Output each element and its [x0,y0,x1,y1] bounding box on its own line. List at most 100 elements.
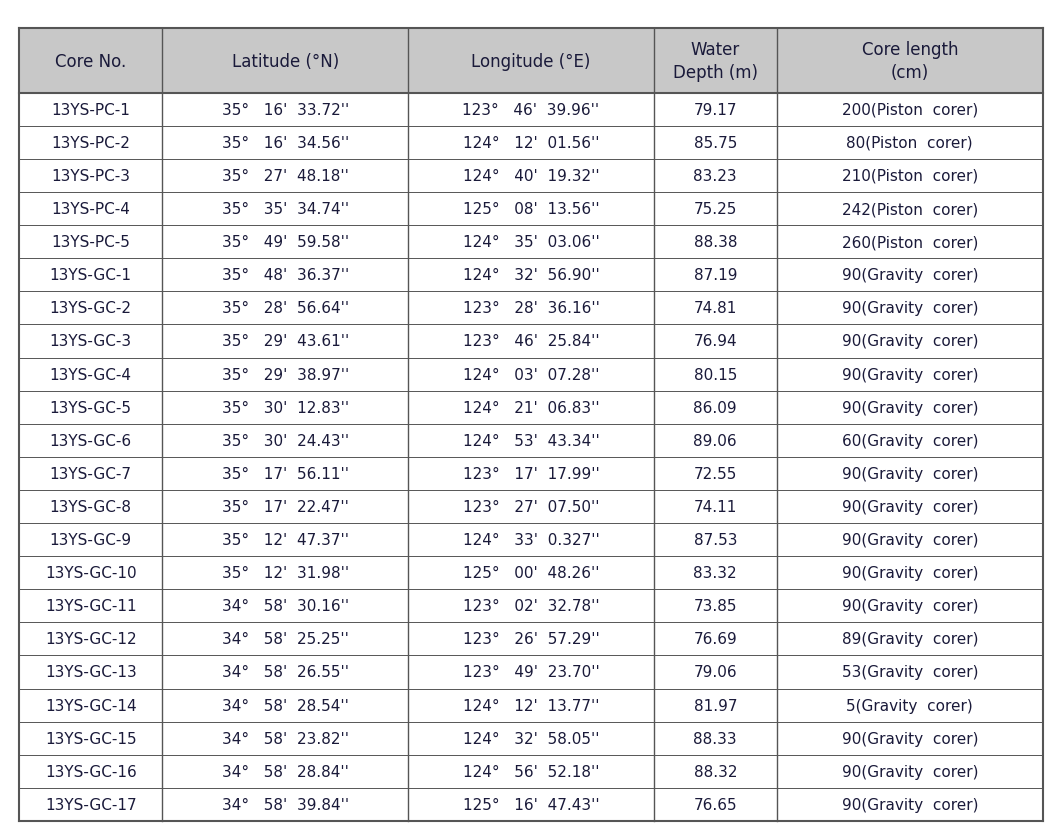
Text: 90(Gravity  corer): 90(Gravity corer) [841,797,978,812]
Text: 13YS-GC-14: 13YS-GC-14 [45,698,137,713]
Text: 90(Gravity  corer): 90(Gravity corer) [841,599,978,614]
Text: 123°   02'  32.78'': 123° 02' 32.78'' [463,599,599,614]
Text: 13YS-GC-12: 13YS-GC-12 [45,632,137,646]
Text: 13YS-PC-3: 13YS-PC-3 [51,169,131,184]
Text: 35°   17'  56.11'': 35° 17' 56.11'' [222,466,348,482]
Text: 124°   21'  06.83'': 124° 21' 06.83'' [463,400,599,415]
Text: 13YS-PC-5: 13YS-PC-5 [51,235,131,250]
Text: 13YS-GC-13: 13YS-GC-13 [45,665,137,680]
Text: 13YS-GC-1: 13YS-GC-1 [50,268,132,283]
Text: 35°   29'  43.61'': 35° 29' 43.61'' [222,334,349,349]
Text: 35°   12'  47.37'': 35° 12' 47.37'' [222,533,348,548]
Text: 35°   16'  34.56'': 35° 16' 34.56'' [222,135,349,150]
Text: 90(Gravity  corer): 90(Gravity corer) [841,565,978,580]
Text: 83.32: 83.32 [693,565,737,580]
Text: 125°   08'  13.56'': 125° 08' 13.56'' [463,201,599,217]
Text: 13YS-GC-17: 13YS-GC-17 [45,797,137,812]
Text: 90(Gravity  corer): 90(Gravity corer) [841,301,978,316]
Text: 90(Gravity  corer): 90(Gravity corer) [841,268,978,283]
Text: 13YS-GC-6: 13YS-GC-6 [50,433,132,448]
Text: 124°   12'  01.56'': 124° 12' 01.56'' [463,135,599,150]
Text: 35°   35'  34.74'': 35° 35' 34.74'' [222,201,348,217]
Text: 124°   56'  52.18'': 124° 56' 52.18'' [463,764,599,779]
Text: 200(Piston  corer): 200(Piston corer) [842,103,978,118]
Bar [19,391,1043,424]
Text: 125°   00'  48.26'': 125° 00' 48.26'' [463,565,599,580]
Text: 13YS-GC-15: 13YS-GC-15 [45,731,137,746]
Text: 123°   49'  23.70'': 123° 49' 23.70'' [463,665,599,680]
Text: 90(Gravity  corer): 90(Gravity corer) [841,731,978,746]
Bar [19,292,1043,325]
Text: 72.55: 72.55 [693,466,737,482]
Text: Longitude (°E): Longitude (°E) [472,53,590,70]
Text: 124°   32'  58.05'': 124° 32' 58.05'' [463,731,599,746]
Text: Core No.: Core No. [55,53,126,70]
Text: 13YS-PC-4: 13YS-PC-4 [51,201,131,217]
Text: 13YS-GC-2: 13YS-GC-2 [50,301,132,316]
Text: 35°   16'  33.72'': 35° 16' 33.72'' [222,103,349,118]
Text: 80.15: 80.15 [693,367,737,382]
Bar [19,589,1043,623]
Text: 35°   30'  24.43'': 35° 30' 24.43'' [222,433,348,448]
Bar [19,689,1043,721]
Text: 123°   46'  39.96'': 123° 46' 39.96'' [462,103,600,118]
Text: 5(Gravity  corer): 5(Gravity corer) [846,698,973,713]
Text: 35°   17'  22.47'': 35° 17' 22.47'' [222,499,348,514]
Text: 35°   29'  38.97'': 35° 29' 38.97'' [222,367,349,382]
Text: 34°   58'  26.55'': 34° 58' 26.55'' [222,665,348,680]
Text: 87.53: 87.53 [693,533,737,548]
Bar [19,557,1043,589]
Bar [19,491,1043,523]
Text: 89.06: 89.06 [693,433,737,448]
Text: 13YS-PC-1: 13YS-PC-1 [51,103,131,118]
Text: 123°   26'  57.29'': 123° 26' 57.29'' [463,632,599,646]
Bar [19,623,1043,655]
Text: 124°   53'  43.34'': 124° 53' 43.34'' [463,433,599,448]
Text: 75.25: 75.25 [693,201,737,217]
Bar [19,160,1043,193]
Text: 81.97: 81.97 [693,698,737,713]
Text: 124°   40'  19.32'': 124° 40' 19.32'' [463,169,599,184]
Text: 90(Gravity  corer): 90(Gravity corer) [841,466,978,482]
Text: 260(Piston  corer): 260(Piston corer) [841,235,978,250]
Text: 76.65: 76.65 [693,797,737,812]
Text: 87.19: 87.19 [693,268,737,283]
Bar [19,457,1043,491]
Text: 124°   32'  56.90'': 124° 32' 56.90'' [463,268,599,283]
Bar [19,755,1043,788]
Text: 90(Gravity  corer): 90(Gravity corer) [841,334,978,349]
Text: 13YS-GC-16: 13YS-GC-16 [45,764,137,779]
Bar [19,127,1043,160]
Text: 124°   35'  03.06'': 124° 35' 03.06'' [463,235,599,250]
Bar [19,424,1043,457]
Text: 123°   17'  17.99'': 123° 17' 17.99'' [463,466,599,482]
Text: 89(Gravity  corer): 89(Gravity corer) [841,632,978,646]
Text: 88.38: 88.38 [693,235,737,250]
Bar [19,788,1043,821]
Text: 90(Gravity  corer): 90(Gravity corer) [841,533,978,548]
Text: 124°   12'  13.77'': 124° 12' 13.77'' [463,698,599,713]
Text: 123°   28'  36.16'': 123° 28' 36.16'' [463,301,599,316]
Text: 123°   46'  25.84'': 123° 46' 25.84'' [463,334,599,349]
Text: Water
Depth (m): Water Depth (m) [673,41,758,82]
Text: 90(Gravity  corer): 90(Gravity corer) [841,400,978,415]
Bar [19,721,1043,755]
Bar [19,325,1043,358]
Text: 88.32: 88.32 [693,764,737,779]
Text: 79.17: 79.17 [693,103,737,118]
Text: 34°   58'  30.16'': 34° 58' 30.16'' [222,599,348,614]
Text: 13YS-GC-9: 13YS-GC-9 [50,533,132,548]
Text: 124°   03'  07.28'': 124° 03' 07.28'' [463,367,599,382]
Bar [19,259,1043,292]
Text: 13YS-GC-8: 13YS-GC-8 [50,499,132,514]
Text: 125°   16'  47.43'': 125° 16' 47.43'' [463,797,599,812]
Text: 35°   12'  31.98'': 35° 12' 31.98'' [222,565,348,580]
Bar [19,358,1043,391]
Text: 83.23: 83.23 [693,169,737,184]
Text: 34°   58'  23.82'': 34° 58' 23.82'' [222,731,348,746]
Text: 90(Gravity  corer): 90(Gravity corer) [841,764,978,779]
Text: 124°   33'  0.327'': 124° 33' 0.327'' [463,533,599,548]
Text: Core length
(cm): Core length (cm) [861,41,958,82]
Text: 13YS-GC-10: 13YS-GC-10 [45,565,137,580]
Text: 79.06: 79.06 [693,665,737,680]
